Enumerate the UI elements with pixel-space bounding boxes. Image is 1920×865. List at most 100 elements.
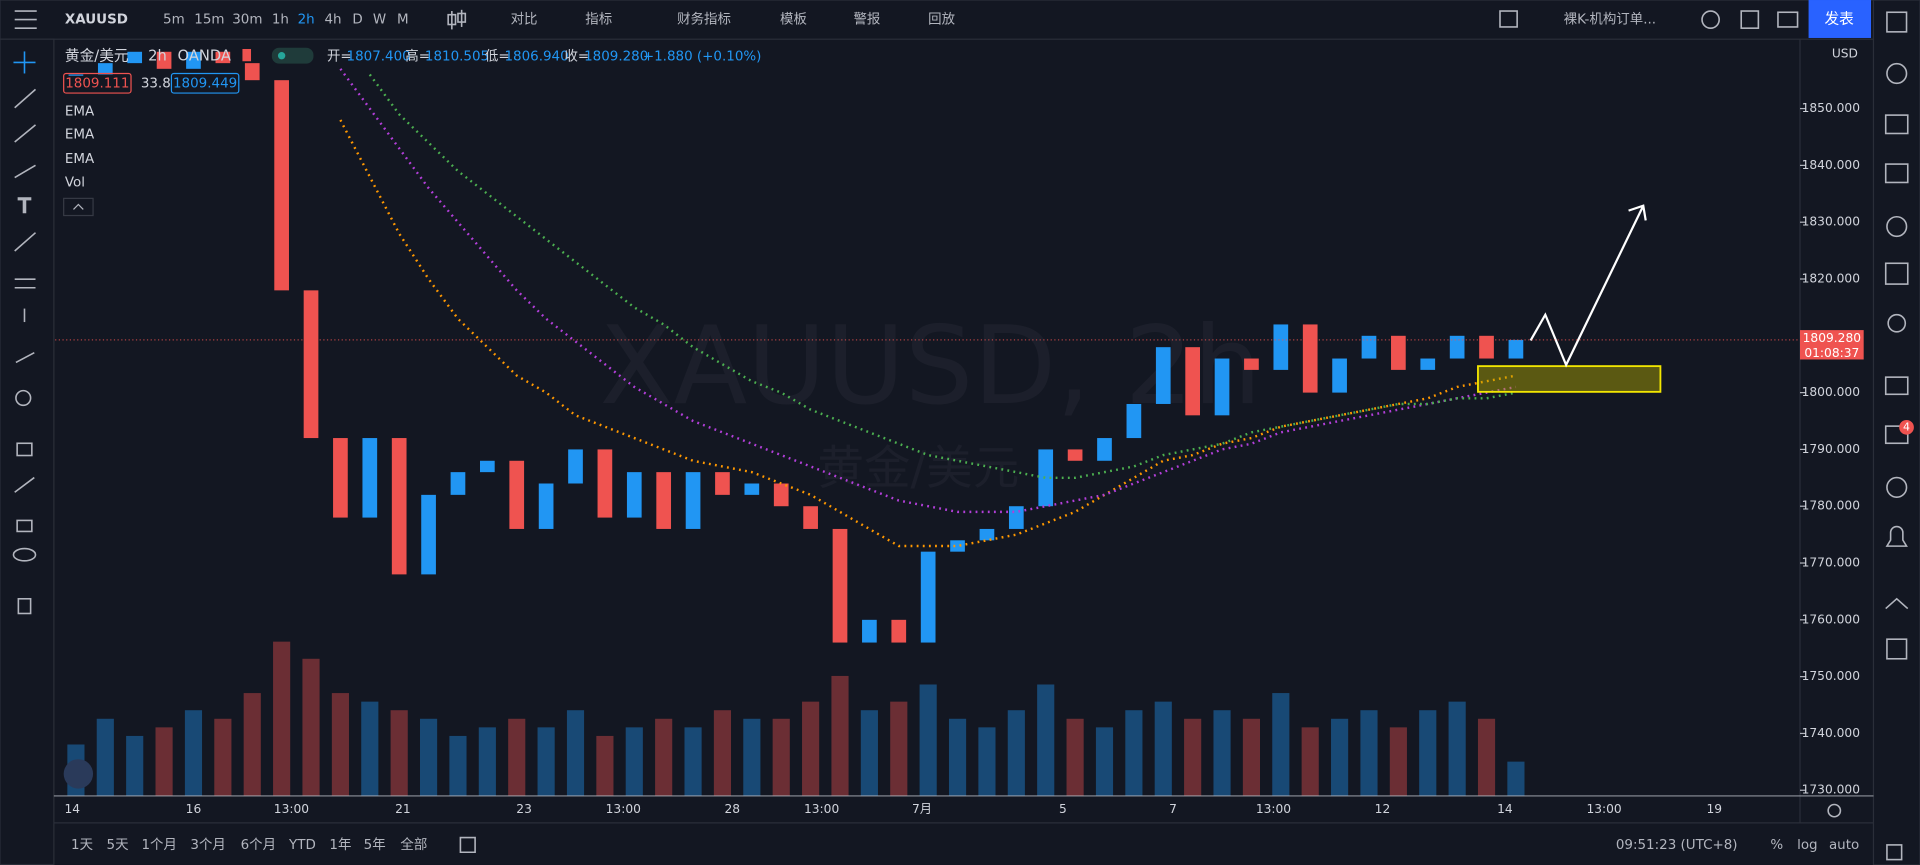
toolbar-button[interactable]: 指标 [585, 12, 612, 28]
status-toggle[interactable] [271, 47, 314, 64]
indicator-label[interactable]: EMA [65, 152, 95, 167]
publish-button[interactable] [1808, 0, 1872, 38]
candle [480, 460, 495, 473]
volume-bar [1419, 710, 1437, 796]
toolbar-button[interactable]: 财务指标 [677, 12, 731, 28]
candle [274, 80, 289, 291]
time-label: 7月 [912, 802, 932, 816]
interval[interactable]: 15m [194, 13, 224, 28]
interval[interactable]: 30m [232, 13, 262, 28]
time-label: 12 [1375, 802, 1391, 816]
indicator-label[interactable]: Vol [65, 175, 85, 190]
zone-drawing[interactable] [1477, 365, 1662, 393]
volume-bar [831, 675, 849, 796]
range-button[interactable]: 1个月 [141, 837, 176, 853]
layout-name[interactable]: 裸K-机构订单... [1564, 12, 1656, 28]
price-tick-label: 1820.000 [1802, 272, 1860, 286]
arrow-drawing[interactable] [1529, 204, 1647, 368]
settings-icon[interactable] [1701, 10, 1720, 29]
sidebar-icons[interactable] [1884, 11, 1909, 861]
time-label: 23 [516, 802, 532, 816]
axis-settings-icon[interactable] [1827, 803, 1842, 818]
bid-box[interactable] [63, 72, 132, 94]
layout-icon[interactable] [1499, 10, 1518, 28]
candle [1185, 347, 1200, 416]
currency[interactable]: USD [1832, 46, 1858, 60]
watermark-symbol: XAUUSD, 2h [600, 304, 1262, 429]
price-tick-label: 1730.000 [1802, 783, 1860, 797]
candle [626, 472, 642, 518]
interval[interactable]: 1h [272, 13, 289, 28]
drawing-tools[interactable]: T [12, 51, 37, 615]
candle [1508, 339, 1524, 359]
candle [97, 63, 113, 75]
range-button[interactable]: 1天 [71, 838, 93, 853]
range-button[interactable]: YTD [288, 838, 316, 853]
volume-bar [948, 718, 967, 796]
candle [362, 438, 378, 518]
interval[interactable]: 5m [163, 13, 185, 28]
candle [1155, 347, 1171, 404]
candle [127, 51, 143, 64]
scale-option[interactable]: % [1770, 838, 1783, 853]
volume-bar [214, 718, 232, 796]
toolbar-button[interactable]: 回放 [928, 12, 955, 28]
range-button[interactable]: 5天 [107, 838, 129, 853]
collapse-button[interactable] [63, 197, 94, 217]
menu-icon[interactable] [14, 10, 37, 29]
symbol[interactable]: XAUUSD [65, 13, 128, 28]
time-label: 14 [1497, 802, 1513, 816]
volume-bar [1125, 710, 1143, 796]
volume-bar [1037, 684, 1055, 796]
toolbar-button[interactable]: 警报 [853, 12, 880, 28]
candle [773, 483, 789, 507]
interval[interactable]: D [352, 13, 362, 28]
indicator-label[interactable]: EMA [65, 128, 95, 143]
chart-type-icon[interactable] [447, 9, 467, 30]
bid-price[interactable]: 1809.111 [65, 76, 129, 91]
scale-option[interactable]: auto [1829, 838, 1859, 853]
volume-bar [1507, 761, 1525, 796]
scale-option[interactable]: log [1797, 838, 1818, 853]
ask-box[interactable] [170, 72, 240, 94]
volume-bar [1477, 718, 1496, 796]
interval[interactable]: 4h [325, 13, 342, 28]
range-button[interactable]: 5年 [364, 837, 386, 853]
range-button[interactable]: 3个月 [190, 837, 225, 853]
volume-bar [743, 718, 761, 796]
date-range-icon[interactable] [459, 836, 476, 854]
range-button[interactable]: 全部 [400, 836, 427, 853]
toolbar-button[interactable]: 对比 [511, 12, 538, 28]
volume-bar [184, 710, 203, 796]
last-price-label: 1809.280 [1803, 331, 1861, 345]
candle [1038, 449, 1054, 507]
toolbar-button[interactable]: 模板 [780, 12, 807, 28]
range-button[interactable]: 6个月 [241, 837, 276, 853]
interval[interactable]: W [373, 13, 386, 28]
interval[interactable]: 2h [298, 13, 315, 28]
logo[interactable] [63, 759, 94, 789]
volume-bar [478, 727, 496, 796]
candle [744, 483, 760, 495]
candle [803, 506, 818, 529]
watermark-name: 黄金/美元 [817, 441, 1019, 495]
ask-price[interactable]: 1809.449 [173, 76, 237, 91]
range-button[interactable]: 1年 [329, 837, 351, 853]
volume-bar [1448, 701, 1466, 796]
volume-bar [1184, 718, 1202, 796]
collapse-icon [73, 203, 84, 210]
snapshot-icon[interactable] [1777, 11, 1799, 28]
svg-text:T: T [18, 194, 32, 217]
volume-bar [978, 727, 996, 796]
volume-bar [331, 693, 349, 796]
interval[interactable]: M [397, 13, 409, 28]
fullscreen-icon[interactable] [1740, 10, 1760, 29]
indicator-label[interactable]: EMA [65, 104, 95, 119]
badge-count: 4 [1903, 420, 1910, 433]
ohlc-value: 1810.505 [425, 49, 489, 64]
volume-bar [1389, 727, 1407, 796]
candle [597, 449, 613, 518]
volume-bar [390, 710, 408, 796]
publish-label[interactable]: 发表 [1824, 11, 1854, 28]
volume-bar [1331, 718, 1349, 796]
